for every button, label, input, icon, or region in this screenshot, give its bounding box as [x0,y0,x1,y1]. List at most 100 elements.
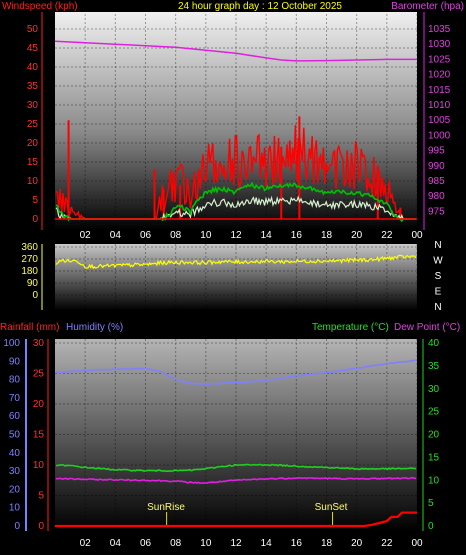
compass-label: S [435,271,442,282]
barometer-tick-label: 975 [428,206,445,217]
temperature-tick-label: 25 [428,407,440,418]
barometer-tick-label: 1025 [428,54,451,65]
temp-plot-area [55,339,417,531]
wind-plot-area [55,12,417,230]
direction-tick-label: 270 [21,254,38,265]
direction-plot-area [55,244,417,310]
wind-x-tick-label: 12 [230,230,242,241]
barometer-tick-label: 1005 [428,115,451,126]
wind-x-tick-label: 14 [261,230,273,241]
wind-x-tick-label: 02 [80,230,92,241]
wind-tick-label: 50 [27,24,39,35]
compass-label: N [434,240,441,251]
humidity-tick-label: 50 [9,430,21,441]
humidity-tick-label: 10 [9,503,21,514]
dewpoint-axis-label: Dew Point (°C) [394,322,460,333]
humidity-tick-label: 90 [9,356,21,367]
wind-x-tick-label: 06 [140,230,152,241]
direction-tick-label: 0 [32,290,38,301]
sunset-label: SunSet [315,502,348,513]
dewpoint-series [55,476,417,485]
humidity-tick-label: 60 [9,411,21,422]
barometer-tick-label: 985 [428,176,445,187]
rain-tick-label: 20 [33,399,45,410]
barometer-tick-label: 1030 [428,39,451,50]
rain-tick-label: 5 [38,491,44,502]
barometer-axis-label: Barometer (hpa) [391,1,464,12]
wind-tick-label: 40 [27,62,39,73]
barometer-tick-label: 980 [428,191,445,202]
rain-tick-label: 30 [33,338,45,349]
humidity-tick-label: 80 [9,375,21,386]
chart-marks [54,40,417,528]
rain-tick-label: 25 [33,369,45,380]
wind-x-tick-label: 04 [110,230,122,241]
barometer-tick-label: 1035 [428,24,451,35]
barometer-tick-label: 1010 [428,100,451,111]
rainfall-axis-label: Rainfall (mm) [0,322,59,333]
windspeed-axis-label: Windspeed (kph) [2,1,78,12]
temp-x-tick-label: 00 [411,538,423,549]
wind-tick-label: 25 [27,119,39,130]
temperature-tick-label: 40 [428,338,440,349]
sunrise-label: SunRise [147,502,185,513]
direction-tick-label: 180 [21,266,38,277]
temp-x-tick-label: 02 [80,538,92,549]
humidity-tick-label: 30 [9,466,21,477]
temperature-tick-label: 35 [428,361,440,372]
temp-x-tick-label: 08 [170,538,182,549]
compass-label: E [435,287,442,298]
wind-x-tick-label: 22 [381,230,393,241]
wind-x-tick-label: 00 [411,230,423,241]
grid-lines [25,12,425,532]
wind-direction-series [55,254,417,270]
temp-x-tick-label: 14 [261,538,273,549]
temperature-tick-label: 0 [428,521,434,532]
compass-label: N [434,302,441,313]
humidity-tick-label: 70 [9,393,21,404]
humidity-series [56,359,417,386]
wind-tick-label: 30 [27,100,39,111]
wind-tick-label: 20 [27,138,39,149]
barometer-line [54,40,417,62]
humidity-tick-label: 20 [9,484,21,495]
humidity-axis-label: Humidity (%) [66,322,123,333]
wind-tick-label: 0 [32,214,38,225]
wind-tick-label: 5 [32,195,38,206]
temp-x-tick-label: 18 [321,538,333,549]
temperature-tick-label: 15 [428,452,440,463]
wind-tick-label: 45 [27,43,39,54]
temperature-tick-label: 30 [428,384,440,395]
wind-x-tick-label: 16 [291,230,303,241]
temp-x-tick-label: 16 [291,538,303,549]
wind-tick-label: 15 [27,157,39,168]
chart-title: 24 hour graph day : 12 October 2025 [178,1,342,12]
humidity-tick-label: 0 [14,521,20,532]
compass-label: W [433,256,443,267]
rainfall-series [55,511,417,528]
temp-x-tick-label: 20 [351,538,363,549]
wind-tick-label: 10 [27,176,39,187]
barometer-tick-label: 1015 [428,85,451,96]
humidity-tick-label: 100 [3,338,20,349]
tick-labels: 5045403530252015105010351030102510201015… [3,24,450,549]
barometer-tick-label: 1000 [428,130,451,141]
temperature-tick-label: 20 [428,430,440,441]
temperature-axis-label: Temperature (°C) [312,322,389,333]
temp-x-tick-label: 10 [200,538,212,549]
barometer-tick-label: 990 [428,161,445,172]
wind-x-tick-label: 20 [351,230,363,241]
temperature-series [55,463,417,473]
temp-x-tick-label: 06 [140,538,152,549]
rain-tick-label: 0 [38,521,44,532]
temp-x-tick-label: 22 [381,538,393,549]
wind-x-tick-label: 18 [321,230,333,241]
barometer-tick-label: 1020 [428,70,451,81]
humidity-tick-label: 40 [9,448,21,459]
temperature-tick-label: 5 [428,498,434,509]
barometer-tick-label: 995 [428,146,445,157]
temperature-tick-label: 10 [428,475,440,486]
rain-tick-label: 15 [33,430,45,441]
wind-tick-label: 35 [27,81,39,92]
